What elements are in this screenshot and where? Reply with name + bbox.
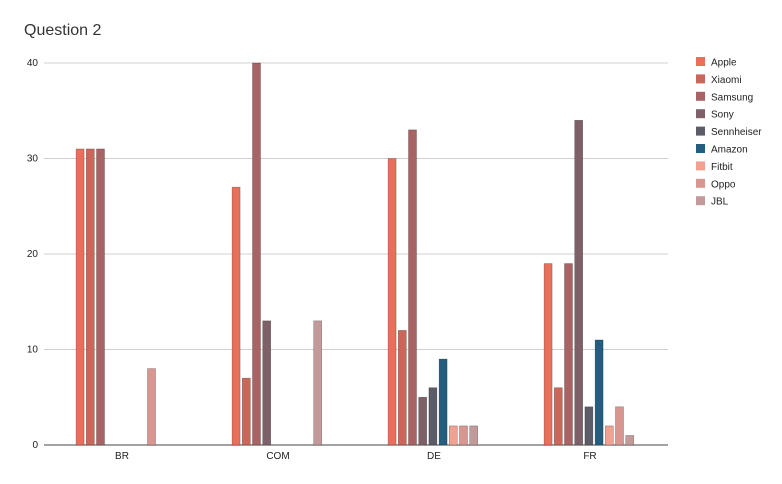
bar-jbl-com [313,320,323,446]
bar-apple-de [387,158,397,446]
bar-apple-fr [543,263,553,446]
y-tick-label: 40 [27,58,39,69]
bar-samsung-com [252,62,261,446]
bar-sennheiser-de [428,387,438,446]
bar-sennheiser-fr [584,406,594,446]
x-tick-label: FR [583,451,596,462]
legend-label: Sennheiser [711,127,762,138]
legend-label: Amazon [711,145,748,156]
bar-oppo-br [147,368,156,446]
x-tick-label: BR [115,451,129,462]
legend-label: Xiaomi [711,75,742,86]
bar-samsung-br [96,148,105,446]
legend-label: Sony [711,110,734,121]
bar-sony-de [418,396,428,446]
legend-swatch [696,109,705,119]
bar-xiaomi-de [397,330,407,446]
legend-swatch [696,144,705,153]
y-tick-label: 10 [27,345,39,356]
bar-samsung-de [408,129,417,446]
bar-amazon-fr [594,339,604,446]
legend-swatch [696,74,705,84]
bar-amazon-de [438,358,448,446]
bar-jbl-de [469,425,479,446]
bar-oppo-fr [615,406,624,446]
axes: 0 10 20 30 40 BR COM DE FR [27,58,597,462]
legend-swatch [696,57,705,66]
legend-label: Samsung [711,92,753,103]
bar-oppo-de [459,425,468,446]
gridlines [44,62,668,446]
y-tick-label: 30 [27,154,39,165]
bar-fitbit-de [448,425,458,446]
legend-swatch [696,126,705,136]
bar-sony-fr [574,120,584,446]
legend-swatch [696,178,705,188]
legend-swatch [696,91,705,101]
bar-sony-com [262,320,272,446]
bar-apple-com [231,186,241,446]
legend-label: Fitbit [711,162,733,173]
bar-apple-br [75,148,85,446]
bar-xiaomi-com [242,377,251,446]
x-tick-label: COM [266,451,289,462]
legend: Apple Xiaomi Samsung Sony Sennheiser Amazon Fi… [696,57,762,208]
x-tick-label: DE [427,451,441,462]
y-tick-label: 0 [32,440,38,451]
bar-samsung-fr [564,263,573,446]
legend-swatch [696,196,705,206]
bar-xiaomi-br [86,148,95,446]
bar-jbl-fr [625,435,635,446]
legend-label: Apple [711,58,737,69]
legend-swatch [696,161,705,171]
legend-label: JBL [711,197,729,208]
legend-label: Oppo [711,179,736,190]
bar-fitbit-fr [604,425,614,446]
bar-xiaomi-fr [553,387,563,446]
chart-title: Question 2 [24,22,102,39]
bars [75,62,635,446]
y-tick-label: 20 [27,249,39,260]
